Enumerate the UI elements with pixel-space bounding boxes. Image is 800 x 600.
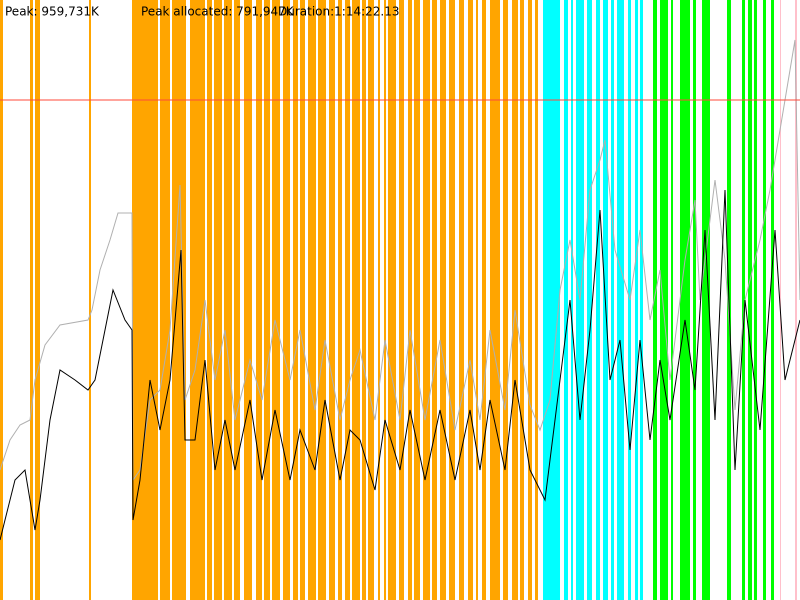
phase-band	[617, 0, 624, 600]
phase-band	[345, 0, 350, 600]
phase-band	[172, 0, 186, 600]
phase-band	[482, 0, 486, 600]
phase-band	[300, 0, 305, 600]
phase-band	[293, 0, 298, 600]
phase-band	[224, 0, 232, 600]
phase-band	[543, 0, 560, 600]
phase-band	[338, 0, 342, 600]
phase-band	[408, 0, 412, 600]
phase-band	[440, 0, 446, 600]
duration-stat: Duration:1:14:22.13	[278, 5, 400, 19]
phase-band	[190, 0, 205, 600]
phase-band	[611, 0, 614, 600]
phase-band	[432, 0, 437, 600]
phase-band	[318, 0, 326, 600]
phase-band	[490, 0, 500, 600]
phase-band	[763, 0, 766, 600]
phase-band	[528, 0, 532, 600]
memory-line	[0, 39, 800, 482]
phase-band	[329, 0, 335, 600]
phase-band	[264, 0, 270, 600]
phase-band	[368, 0, 374, 600]
phase-band	[283, 0, 290, 600]
phase-band	[587, 0, 592, 600]
phase-band	[378, 0, 380, 600]
phase-band	[449, 0, 455, 600]
memory-line	[0, 189, 800, 541]
phase-band	[388, 0, 396, 600]
phase-band	[362, 0, 366, 600]
phase-band	[512, 0, 518, 600]
phase-band	[780, 0, 781, 600]
phase-band	[748, 0, 752, 600]
phase-band	[207, 0, 212, 600]
phase-band	[352, 0, 360, 600]
phase-band	[653, 0, 657, 600]
phase-band	[535, 0, 538, 600]
phase-band	[795, 0, 797, 600]
phase-band	[660, 0, 668, 600]
line-layer	[0, 39, 800, 541]
phase-band	[503, 0, 508, 600]
phase-band	[244, 0, 252, 600]
phase-band	[256, 0, 262, 600]
header: Peak: 959,731K Peak allocated: 791,947K …	[5, 5, 400, 19]
phase-band	[640, 0, 643, 600]
phase-band	[571, 0, 573, 600]
phase-band	[671, 0, 673, 600]
phase-band	[596, 0, 600, 600]
phase-band	[132, 0, 158, 600]
phase-band	[384, 0, 386, 600]
phase-band	[459, 0, 464, 600]
phase-band	[520, 0, 524, 600]
phase-band	[564, 0, 568, 600]
phase-band	[272, 0, 280, 600]
phase-band	[468, 0, 473, 600]
phase-band	[35, 0, 40, 600]
phase-band	[89, 0, 91, 600]
peak-allocated-stat: Peak allocated: 791,947K	[141, 5, 295, 19]
phase-band	[160, 0, 170, 600]
phase-band	[754, 0, 757, 600]
phase-band	[308, 0, 316, 600]
phase-band	[0, 0, 3, 600]
phase-band	[693, 0, 696, 600]
peak-stat: Peak: 959,731K	[5, 5, 100, 19]
phase-band	[771, 0, 774, 600]
phase-band	[476, 0, 478, 600]
phase-band	[680, 0, 690, 600]
phase-band	[423, 0, 430, 600]
phase-band	[30, 0, 33, 600]
phase-band	[399, 0, 404, 600]
phase-band	[635, 0, 638, 600]
phase-band	[214, 0, 222, 600]
phase-band	[414, 0, 420, 600]
phase-band	[234, 0, 240, 600]
phase-band	[702, 0, 710, 600]
phase-band	[742, 0, 745, 600]
